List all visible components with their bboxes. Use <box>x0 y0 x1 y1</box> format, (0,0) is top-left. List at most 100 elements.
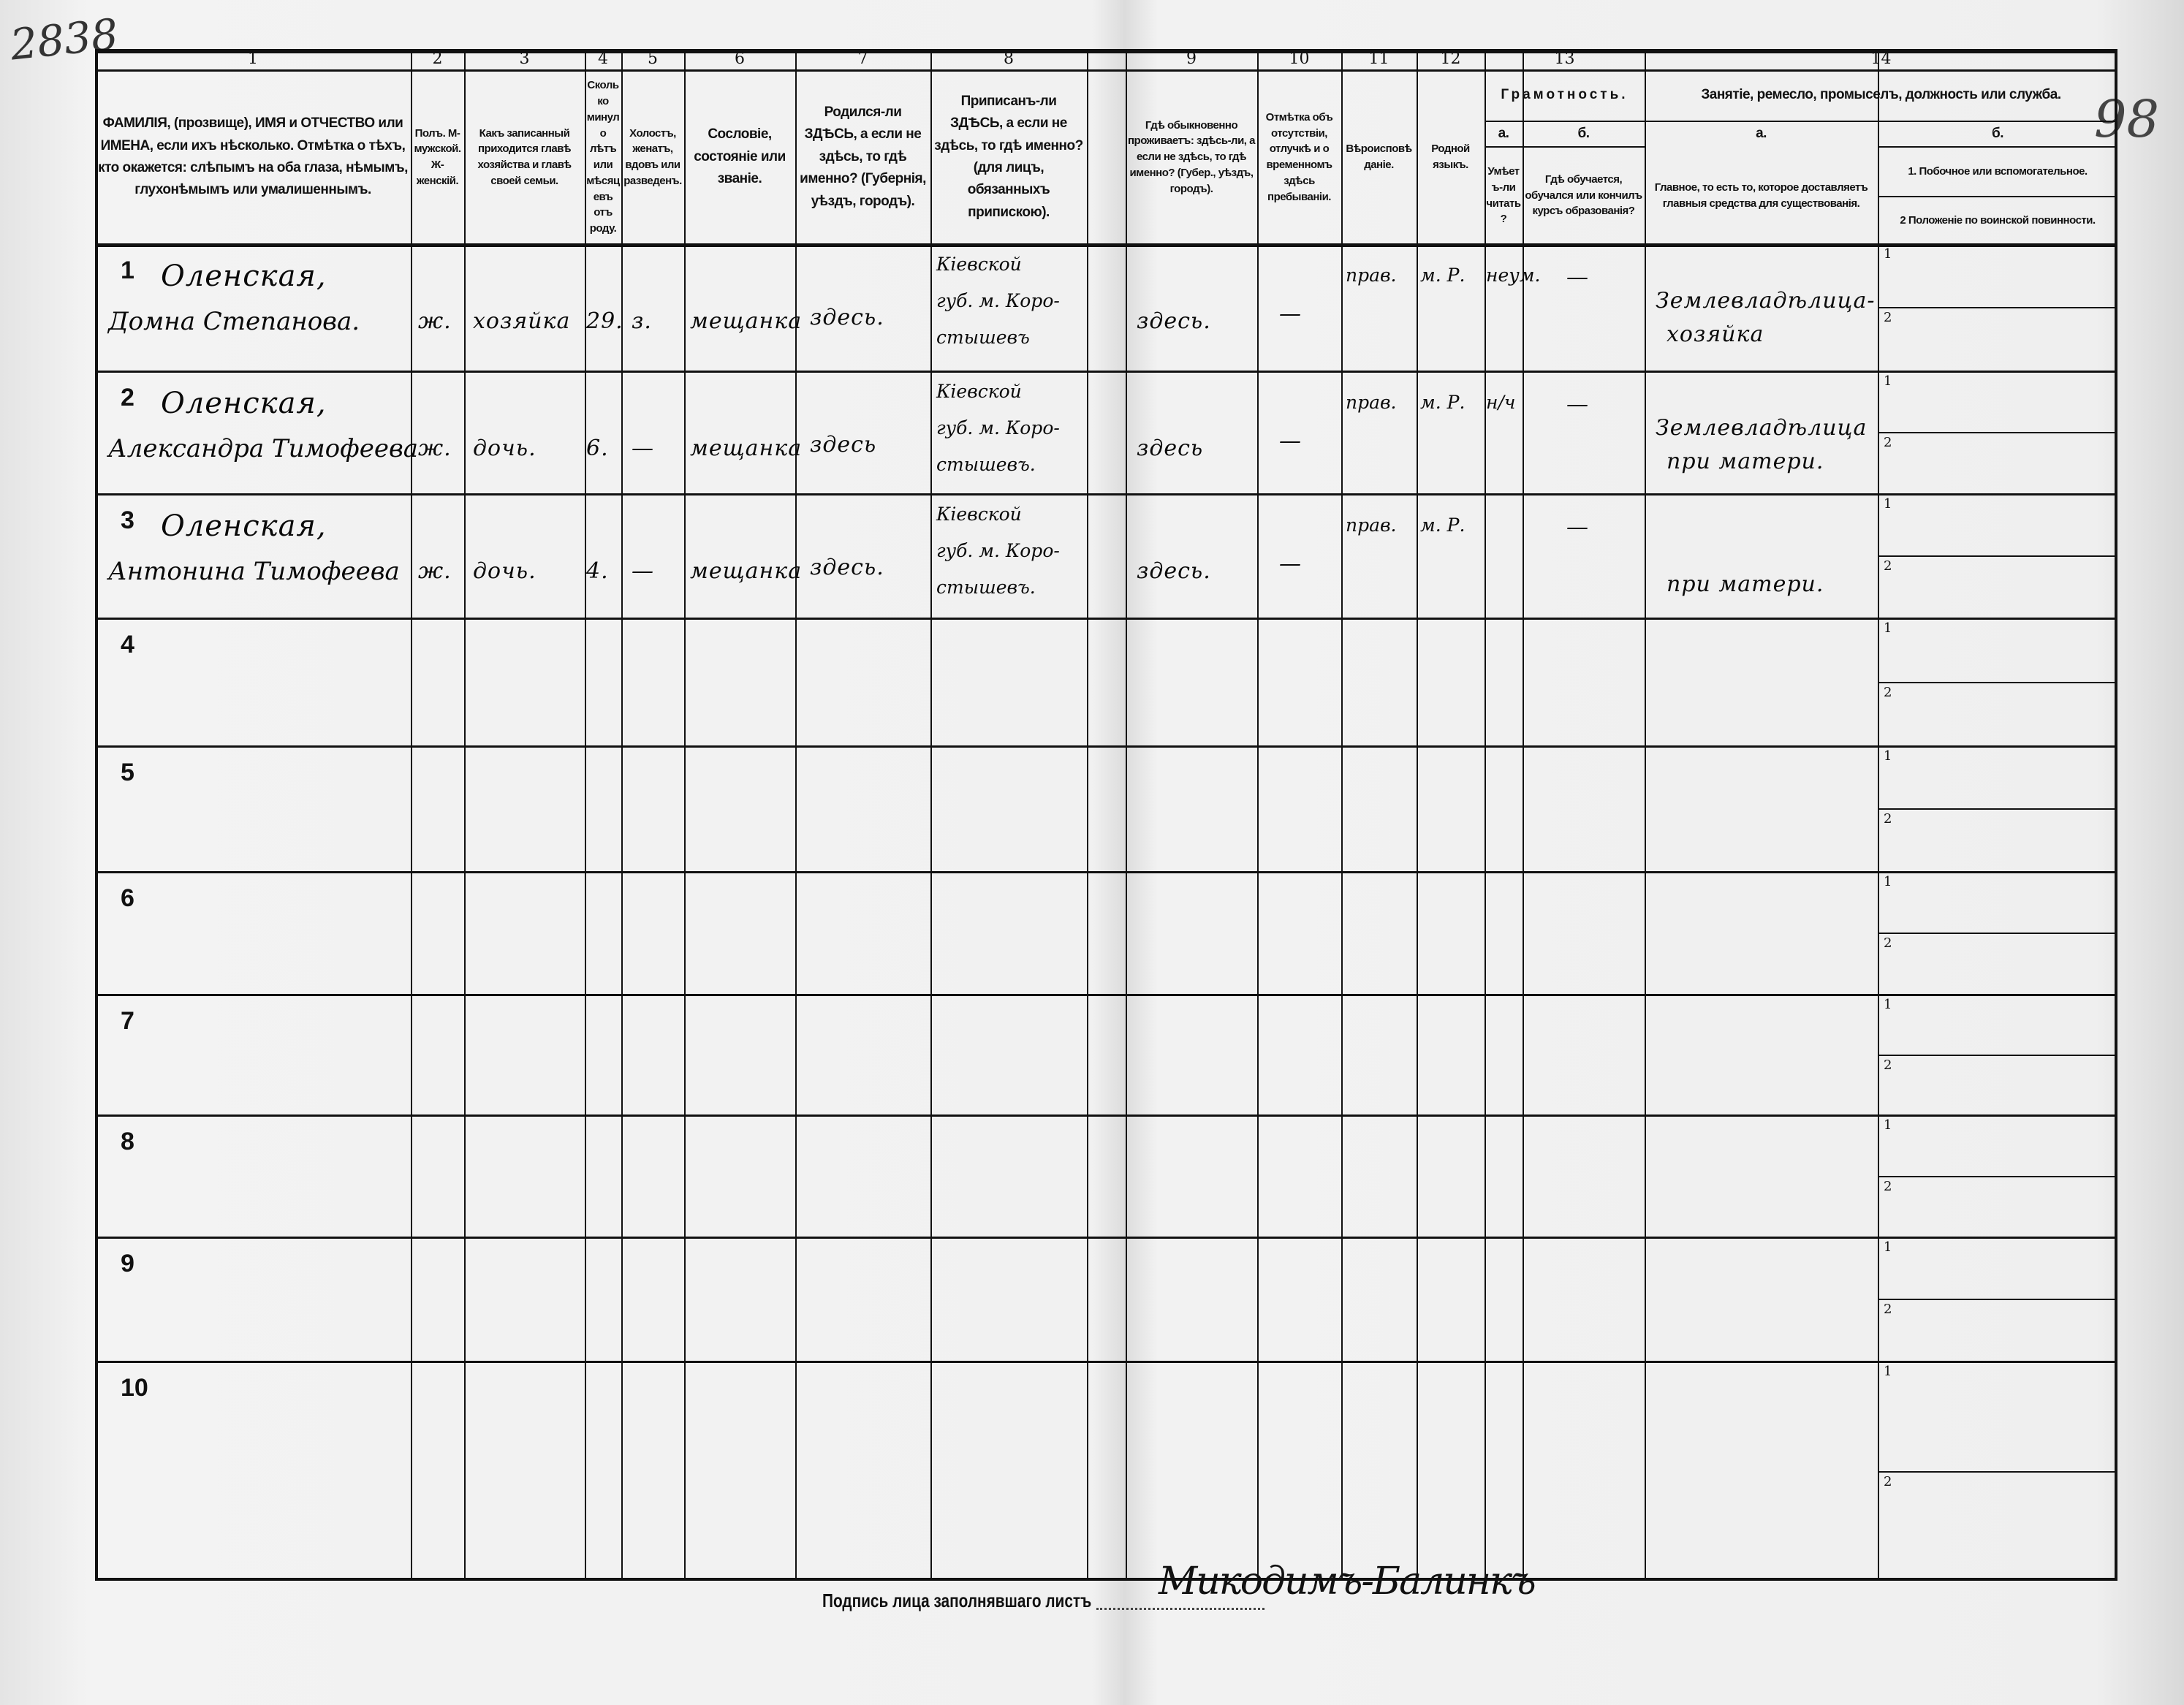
sub-row-number-1: 1 <box>1884 997 1892 1012</box>
column-number: 13 <box>1554 50 1575 68</box>
sub-row-number-2: 2 <box>1884 1302 1892 1317</box>
column-divider <box>1523 49 1524 1581</box>
entry-registered-1: Кіевской <box>936 381 1022 402</box>
row-number: 1 <box>121 257 134 284</box>
sub-row-divider <box>1878 1471 2117 1473</box>
column-header: Отмѣтка объ отсутствіи, отлучкѣ и о врем… <box>1265 110 1333 203</box>
sub-row-number-1: 1 <box>1884 874 1892 889</box>
sub-row-divider <box>1878 682 2117 683</box>
sub-row-divider <box>1878 933 2117 934</box>
entry-registered-1: Кіевской <box>936 504 1022 525</box>
entry-estate: мещанка <box>690 436 803 461</box>
entry-registered-1: Кіевской <box>936 254 1022 275</box>
entry-occupation-2: при матери. <box>1667 449 1824 474</box>
entry-age: 6. <box>586 436 609 461</box>
occupation-a-label: а. <box>1756 125 1767 141</box>
entry-surname: Оленская, <box>161 509 327 543</box>
subheader-divider <box>1878 196 2117 197</box>
entry-sex: ж. <box>418 558 452 584</box>
sub-row-divider <box>1878 307 2117 308</box>
entry-born: здесь. <box>810 305 884 330</box>
literacy-b-label: б. <box>1577 125 1590 141</box>
header-number-divider <box>95 69 2117 72</box>
column-header: Родной языкъ. <box>1431 143 1470 171</box>
column-header: Приписанъ-ли ЗДѢСЬ, а если не здѣсь, то … <box>934 93 1083 220</box>
entry-given: Домна Степанова. <box>108 307 360 336</box>
column-divider <box>464 49 466 1581</box>
entry-language: м. Р. <box>1420 514 1466 536</box>
sub-row-number-1: 1 <box>1884 1117 1892 1133</box>
entry-residence: здесь. <box>1137 308 1211 334</box>
entry-language: м. Р. <box>1420 392 1466 413</box>
column-header-literacy: Грамотность. <box>1501 86 1628 102</box>
column-number: 4 <box>598 50 608 68</box>
row-divider <box>95 371 2117 373</box>
row-divider <box>95 871 2117 873</box>
column-number: 3 <box>519 50 530 68</box>
literacy-a-label: а. <box>1498 125 1509 141</box>
entry-absence: — <box>1279 551 1302 577</box>
page-number-annotation: 98 <box>2094 89 2160 149</box>
sub-row-number-2: 2 <box>1884 435 1892 450</box>
occupation-b-label: б. <box>1991 125 2004 141</box>
column-header: Сословіе, состояніе или званіе. <box>694 126 786 187</box>
column-number: 1 <box>248 50 258 68</box>
entry-marital: з. <box>632 308 652 334</box>
subheader-divider <box>1878 146 2117 148</box>
entry-given: Антонина Тимофеева <box>108 557 400 586</box>
row-divider <box>95 618 2117 620</box>
entry-registered-3: стышевъ. <box>936 577 1036 598</box>
column-divider <box>1523 121 1524 243</box>
entry-relation: хозяйка <box>473 308 571 334</box>
sub-row-number-2: 2 <box>1884 811 1892 827</box>
signature: Микодимъ-Балинкъ <box>1159 1560 1536 1603</box>
occupation-b-header-2: 2 Положеніе по воинской повинности. <box>1900 214 2096 227</box>
entry-residence: здесь <box>1137 436 1204 461</box>
column-header: Сколько минуло лѣтъ или мѣсяцевъ отъ род… <box>586 79 620 235</box>
column-number: 9 <box>1186 50 1197 68</box>
column-divider <box>1878 49 1879 1581</box>
entry-literacy-b: — <box>1566 265 1589 290</box>
subheader-divider <box>1485 121 1645 122</box>
sub-row-number-1: 1 <box>1884 496 1892 512</box>
row-number: 3 <box>121 506 134 534</box>
sub-row-divider <box>1878 808 2117 810</box>
entry-literacy-a: неум. <box>1486 265 1541 286</box>
entry-given: Александра Тимофеева <box>108 434 419 463</box>
entry-registered-2: губ. м. Коро- <box>936 290 1060 311</box>
column-number: 7 <box>857 50 868 68</box>
row-number: 5 <box>121 759 134 786</box>
sub-row-number-1: 1 <box>1884 373 1892 389</box>
column-divider <box>1878 146 1879 243</box>
subheader-divider <box>1485 146 1645 148</box>
column-number: 12 <box>1440 50 1461 68</box>
column-header: Родился-ли ЗДѢСЬ, а если не здѣсь, то гд… <box>800 105 926 209</box>
sub-row-divider <box>1878 1299 2117 1300</box>
census-table-frame <box>95 49 2117 1581</box>
column-number: 14 <box>1870 50 1892 68</box>
entry-registered-2: губ. м. Коро- <box>936 540 1060 561</box>
entry-surname: Оленская, <box>161 259 327 293</box>
column-header: ФАМИЛІЯ, (прозвище), ИМЯ и ОТЧЕСТВО или … <box>98 115 408 198</box>
column-divider <box>1417 49 1418 1581</box>
entry-absence: — <box>1279 301 1302 327</box>
column-header: Полъ. М-мужской. Ж-женскій. <box>414 126 461 187</box>
subheader-divider <box>1645 121 2117 122</box>
entry-estate: мещанка <box>690 308 803 334</box>
sub-row-number-1: 1 <box>1884 1364 1892 1379</box>
row-number: 2 <box>121 384 134 411</box>
occupation-a-header: Главное, то есть то, которое доставляетъ… <box>1654 181 1868 210</box>
row-divider <box>95 1237 2117 1239</box>
column-divider <box>585 49 586 1581</box>
column-divider <box>1485 49 1486 1581</box>
column-number: 5 <box>648 50 658 68</box>
entry-occupation-2: при матери. <box>1667 572 1824 597</box>
sub-row-number-1: 1 <box>1884 1239 1892 1255</box>
entry-absence: — <box>1279 428 1302 454</box>
row-number: 9 <box>121 1250 134 1277</box>
row-number: 7 <box>121 1007 134 1035</box>
column-divider <box>795 49 797 1581</box>
column-divider <box>1341 49 1343 1581</box>
sub-row-number-2: 2 <box>1884 1057 1892 1073</box>
